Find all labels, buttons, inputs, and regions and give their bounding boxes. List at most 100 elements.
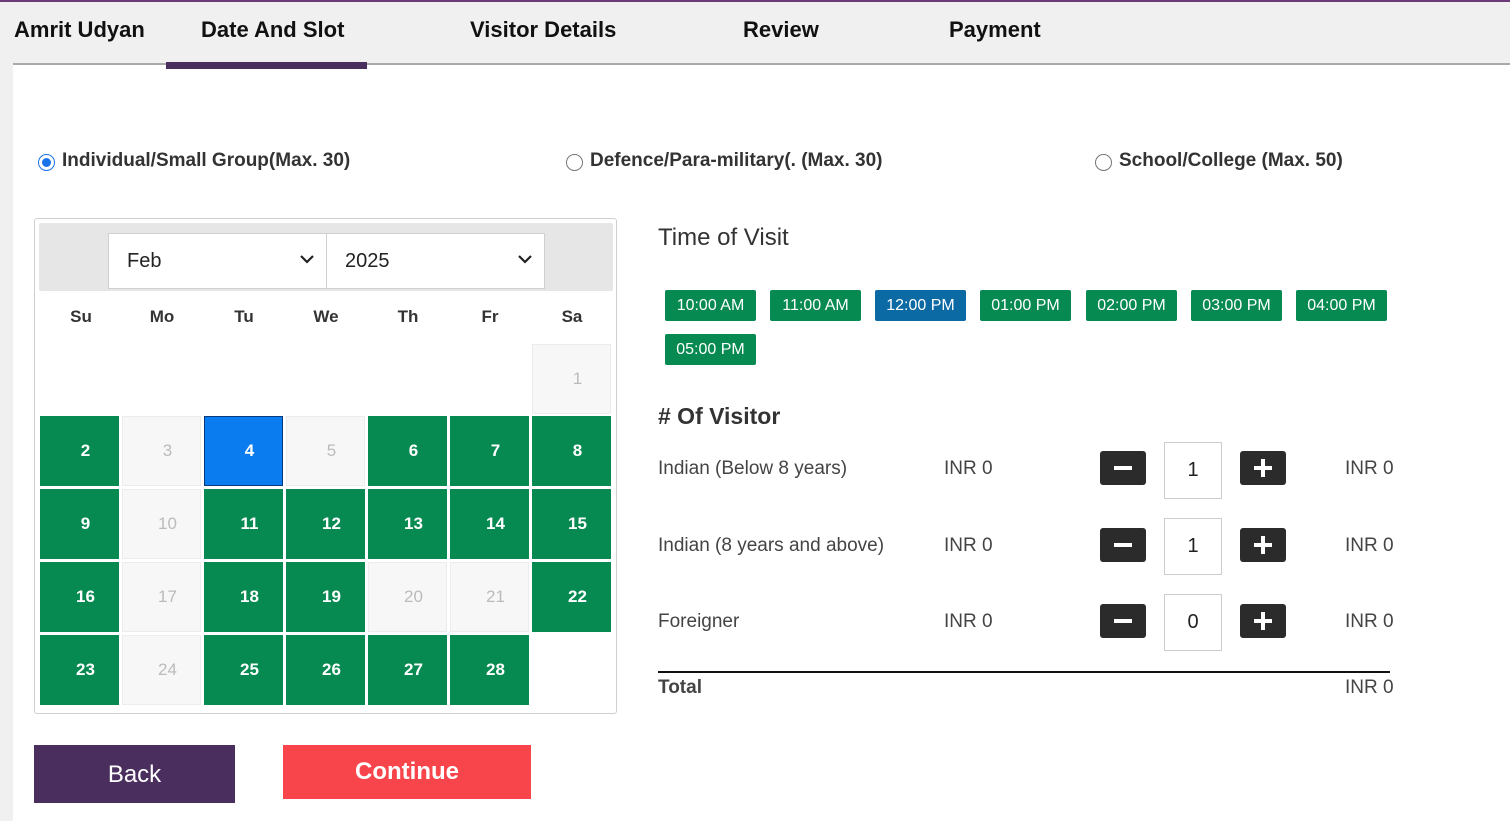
increment-button[interactable] [1240, 604, 1286, 638]
visitor-row-total: INR 0 [1345, 458, 1394, 479]
calendar-day[interactable]: 28 [450, 635, 529, 705]
time-slot-button[interactable]: 03:00 PM [1191, 290, 1282, 321]
calendar-day[interactable]: 19 [286, 562, 365, 632]
calendar-day-disabled: 17 [122, 562, 201, 632]
calendar-day-disabled: 5 [286, 416, 365, 486]
minus-icon [1114, 619, 1132, 623]
calendar-day[interactable]: 6 [368, 416, 447, 486]
calendar-day-disabled: 20 [368, 562, 447, 632]
visitor-unit-price: INR 0 [944, 458, 993, 479]
increment-button[interactable] [1240, 528, 1286, 562]
calendar-day[interactable]: 22 [532, 562, 611, 632]
calendar-day-disabled: 10 [122, 489, 201, 559]
total-divider [658, 671, 1390, 673]
time-slot-button[interactable]: 01:00 PM [980, 290, 1071, 321]
weekday-label: Tu [234, 307, 254, 326]
radio-button[interactable] [566, 154, 583, 171]
radio-button[interactable] [1095, 154, 1112, 171]
calendar-day[interactable]: 25 [204, 635, 283, 705]
weekday-label: Mo [149, 307, 175, 326]
step-review[interactable]: Review [743, 17, 819, 42]
step-divider [13, 63, 1510, 65]
weekday-label: Th [397, 307, 419, 326]
radio-button-checked[interactable] [38, 154, 55, 171]
year-select[interactable]: 2025 [326, 233, 545, 289]
calendar-day[interactable]: 15 [532, 489, 611, 559]
time-slot-button[interactable]: 11:00 AM [770, 290, 861, 321]
active-step-indicator [166, 62, 367, 69]
top-accent-line [0, 0, 1510, 2]
calendar-day[interactable]: 23 [40, 635, 119, 705]
calendar-day[interactable]: 27 [368, 635, 447, 705]
visitor-unit-price: INR 0 [944, 611, 993, 632]
calendar-day-disabled: 1 [532, 344, 611, 414]
radio-defence-para-military[interactable]: Defence/Para-military(. (Max. 30) [566, 150, 883, 172]
weekday-label: Sa [561, 307, 583, 326]
radio-label: School/College (Max. 50) [1119, 150, 1343, 171]
visitor-row-total: INR 0 [1345, 535, 1394, 556]
radio-school-college[interactable]: School/College (Max. 50) [1095, 150, 1343, 172]
calendar-day[interactable]: 18 [204, 562, 283, 632]
plus-icon [1254, 612, 1272, 630]
quantity-field[interactable]: 1 [1164, 518, 1222, 575]
minus-icon [1114, 466, 1132, 470]
time-slot-button[interactable]: 05:00 PM [665, 334, 756, 365]
time-slot-button[interactable]: 02:00 PM [1086, 290, 1177, 321]
month-select[interactable]: Feb [108, 233, 327, 289]
decrement-button[interactable] [1100, 604, 1146, 638]
time-slot-button[interactable]: 12:00 PM [875, 290, 966, 321]
calendar-day[interactable]: 14 [450, 489, 529, 559]
calendar-day-selected[interactable]: 4 [204, 416, 283, 486]
visitor-category-label: Foreigner [658, 611, 740, 632]
calendar-day[interactable]: 13 [368, 489, 447, 559]
radio-label: Defence/Para-military(. (Max. 30) [590, 150, 883, 171]
back-button[interactable]: Back [34, 745, 235, 803]
chevron-down-icon [518, 255, 532, 264]
total-value: INR 0 [1345, 677, 1394, 698]
decrement-button[interactable] [1100, 451, 1146, 485]
calendar-day-disabled: 3 [122, 416, 201, 486]
visitor-category-label: Indian (Below 8 years) [658, 458, 848, 479]
calendar-day[interactable]: 9 [40, 489, 119, 559]
calendar-day[interactable]: 2 [40, 416, 119, 486]
visitor-unit-price: INR 0 [944, 535, 993, 556]
calendar-day-disabled: 24 [122, 635, 201, 705]
calendar-day[interactable]: 7 [450, 416, 529, 486]
weekday-label: Su [70, 307, 92, 326]
step-navigation: Amrit Udyan Date And Slot Visitor Detail… [0, 2, 1510, 65]
step-visitor-details[interactable]: Visitor Details [470, 17, 617, 42]
visitor-category-label: Indian (8 years and above) [658, 535, 885, 556]
increment-button[interactable] [1240, 451, 1286, 485]
time-slot-button[interactable]: 10:00 AM [665, 290, 756, 321]
weekday-label: Fr [481, 307, 499, 326]
calendar-day[interactable]: 8 [532, 416, 611, 486]
month-select-value: Feb [127, 250, 162, 272]
weekday-label: We [313, 307, 339, 326]
decrement-button[interactable] [1100, 528, 1146, 562]
plus-icon [1254, 459, 1272, 477]
brand-title: Amrit Udyan [14, 17, 145, 42]
left-edge-bar [0, 65, 13, 821]
step-payment[interactable]: Payment [949, 17, 1041, 42]
calendar-day[interactable]: 11 [204, 489, 283, 559]
quantity-field[interactable]: 0 [1164, 594, 1222, 651]
radio-label: Individual/Small Group(Max. 30) [62, 150, 351, 171]
minus-icon [1114, 543, 1132, 547]
calendar-day[interactable]: 16 [40, 562, 119, 632]
total-label: Total [658, 677, 702, 698]
year-select-value: 2025 [345, 250, 390, 272]
quantity-field[interactable]: 1 [1164, 442, 1222, 499]
plus-icon [1254, 536, 1272, 554]
chevron-down-icon [300, 255, 314, 264]
calendar-day[interactable]: 26 [286, 635, 365, 705]
step-date-and-slot[interactable]: Date And Slot [201, 17, 345, 42]
continue-button[interactable]: Continue [283, 745, 531, 799]
visitor-row-total: INR 0 [1345, 611, 1394, 632]
time-slot-button[interactable]: 04:00 PM [1296, 290, 1387, 321]
calendar-header: Feb 2025 [39, 223, 613, 291]
date-picker-calendar: Feb 2025 Su Mo Tu We Th Fr Sa 1 2 3 4 5 6 7 8 9 10 11 12 1… [34, 218, 617, 714]
time-of-visit-title: Time of Visit [658, 224, 789, 251]
calendar-day-disabled: 21 [450, 562, 529, 632]
radio-individual-small-group[interactable]: Individual/Small Group(Max. 30) [38, 150, 350, 172]
calendar-day[interactable]: 12 [286, 489, 365, 559]
